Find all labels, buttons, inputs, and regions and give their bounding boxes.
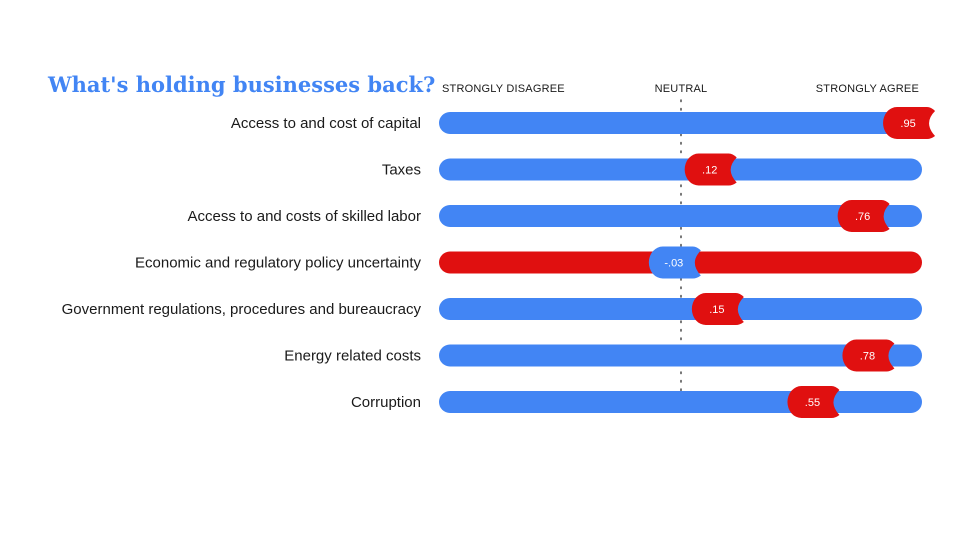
category-label: Access to and cost of capital xyxy=(231,115,421,132)
scale-label-right: STRONGLY AGREE xyxy=(816,83,919,95)
category-label: Energy related costs xyxy=(284,348,421,365)
chart-title: What's holding businesses back? xyxy=(47,72,435,97)
value-label: .95 xyxy=(900,118,915,130)
value-marker xyxy=(787,386,840,418)
value-label: .12 xyxy=(702,165,717,177)
value-label: .15 xyxy=(709,304,724,316)
scale-label-left: STRONGLY DISAGREE xyxy=(442,83,565,95)
category-label: Government regulations, procedures and b… xyxy=(62,301,422,318)
category-label: Access to and costs of skilled labor xyxy=(188,208,421,225)
bar-track xyxy=(439,344,922,367)
bar-track xyxy=(439,112,922,134)
value-label: .76 xyxy=(855,211,870,223)
bar-track xyxy=(439,158,922,181)
value-label: -.03 xyxy=(664,258,683,270)
value-marker xyxy=(684,153,737,186)
value-marker xyxy=(837,200,890,232)
value-marker xyxy=(648,246,701,279)
scale-label-center: NEUTRAL xyxy=(655,83,708,95)
value-marker xyxy=(883,107,936,139)
category-label: Economic and regulatory policy uncertain… xyxy=(135,255,421,272)
value-marker xyxy=(691,293,744,325)
bar-track xyxy=(439,391,922,413)
bar-track xyxy=(439,298,922,320)
value-marker xyxy=(842,339,895,372)
category-label: Corruption xyxy=(351,394,421,411)
value-label: .78 xyxy=(860,351,875,363)
value-label: .55 xyxy=(805,397,820,409)
bar-track xyxy=(439,205,922,227)
category-label: Taxes xyxy=(382,162,421,179)
